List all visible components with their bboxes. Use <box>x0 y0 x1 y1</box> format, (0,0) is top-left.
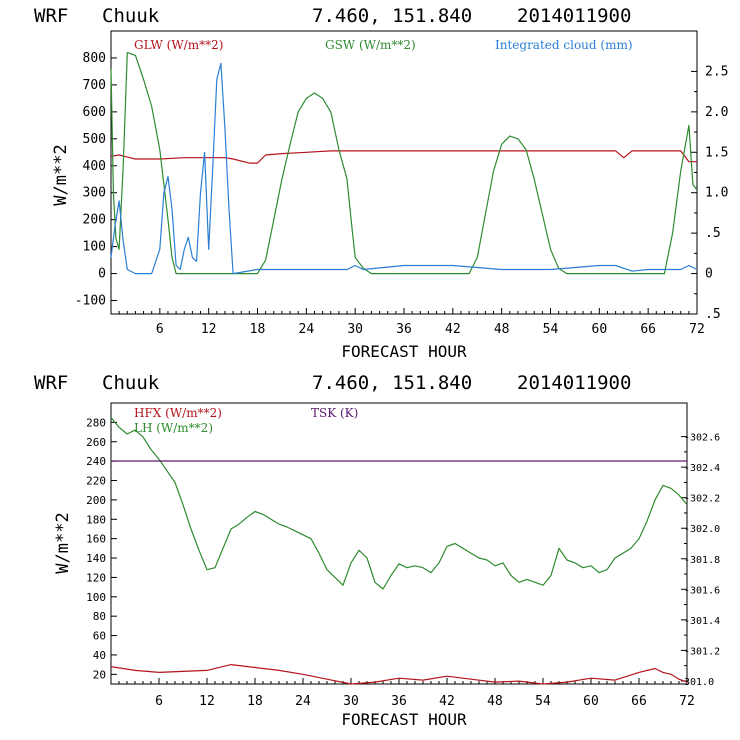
top-x-tick-label: 48 <box>494 322 510 337</box>
bottom-y-tick-label: 240 <box>86 455 106 468</box>
bottom-y-tick-label: 40 <box>93 649 106 662</box>
bottom-x-tick-label: 12 <box>199 694 215 709</box>
top-x-tick-label: 6 <box>156 322 164 337</box>
top-y2-tick-label: 2.0 <box>705 105 728 120</box>
top-panel: WRF Chuuk 7.460, 151.840 2014011900 6 12 1… <box>34 5 728 361</box>
top-y-tick-label: -100 <box>75 294 106 309</box>
top-y2-tick-label: 2.5 <box>705 64 728 79</box>
bottom-y2-tick-label: -302.4 <box>684 463 720 474</box>
top-x-tick-label: 72 <box>689 322 705 337</box>
top-x-tick-label: 42 <box>445 322 461 337</box>
bottom-series-lh-line <box>110 417 688 590</box>
top-legend-gsw: GSW (W/m**2) <box>325 38 416 52</box>
top-y2-tick-label: 0 <box>705 267 713 282</box>
top-x-tick-label: 12 <box>201 322 217 337</box>
bottom-y-tick-label: 140 <box>86 552 106 565</box>
top-y2-tick-label: 1.5 <box>705 145 728 160</box>
bottom-y-tick-label: 280 <box>86 416 106 429</box>
bottom-y-tick-label: 180 <box>86 513 106 526</box>
bottom-y-tick-label: 220 <box>86 475 106 488</box>
top-y-tick-label: 800 <box>83 51 106 66</box>
bottom-y-tick-label: 200 <box>86 494 106 507</box>
bottom-legend-lh: LH (W/m**2) <box>134 421 213 435</box>
bottom-x-tick-label: 54 <box>535 694 551 709</box>
bottom-legend-hfx: HFX (W/m**2) <box>134 406 222 420</box>
bottom-x-axis-label: FORECAST HOUR <box>341 710 467 729</box>
bottom-header-station: Chuuk <box>102 372 160 394</box>
top-y-tick-label: 100 <box>83 240 106 255</box>
bottom-x-tick-label: 66 <box>631 694 647 709</box>
bottom-y2-tick-label: -301.6 <box>684 585 720 596</box>
top-plot-area: 6 12 18 24 30 36 42 48 54 60 66 72 -100 0 100 200 300 400… <box>75 51 729 337</box>
top-y-tick-label: 0 <box>98 267 106 282</box>
bottom-x-tick-label: 18 <box>247 694 263 709</box>
top-y-tick-label: 500 <box>83 132 106 147</box>
bottom-legend-tsk: TSK (K) <box>311 406 358 420</box>
bottom-x-tick-label: 42 <box>439 694 455 709</box>
bottom-y-axis-label: W/m**2 <box>53 512 73 573</box>
top-y2-tick-label: .5 <box>705 226 721 241</box>
top-x-tick-label: 24 <box>299 322 315 337</box>
bottom-x-tick-label: 6 <box>155 694 163 709</box>
bottom-plot-area: 6 12 18 24 30 36 42 48 54 60 66 72 20 40 60 80 100 120 140… <box>86 416 720 709</box>
top-y-tick-label: 600 <box>83 105 106 120</box>
bottom-x-tick-label: 48 <box>487 694 503 709</box>
top-x-tick-label: 36 <box>396 322 412 337</box>
bottom-y-tick-label: 20 <box>93 668 106 681</box>
bottom-y2-tick-label: -302.2 <box>684 494 720 505</box>
bottom-header-coords: 7.460, 151.840 <box>312 372 472 394</box>
bottom-y2-tick-label: -301.8 <box>684 555 720 566</box>
top-y-tick-label: 700 <box>83 78 106 93</box>
bottom-x-tick-label: 24 <box>295 694 311 709</box>
top-header-model: WRF <box>34 5 68 27</box>
top-series-gsw-line <box>110 51 698 275</box>
top-x-tick-label: 54 <box>543 322 559 337</box>
bottom-y-tick-label: 160 <box>86 533 106 546</box>
top-x-axis-label: FORECAST HOUR <box>341 342 467 361</box>
bottom-header-model: WRF <box>34 372 68 394</box>
top-series-integrated-line <box>110 62 698 275</box>
top-y2-tick-label: 1.0 <box>705 186 728 201</box>
top-header-coords: 7.460, 151.840 <box>312 5 472 27</box>
top-y-axis-label: W/m**2 <box>51 144 71 205</box>
bottom-y-tick-label: 260 <box>86 436 106 449</box>
bottom-y-tick-label: 60 <box>93 630 106 643</box>
bottom-series-hfx-line <box>110 663 688 685</box>
bottom-x-tick-label: 60 <box>583 694 599 709</box>
bottom-x-tick-label: 30 <box>343 694 359 709</box>
top-legend-cloud: Integrated cloud (mm) <box>495 38 633 52</box>
top-y2-tick-label: .5 <box>705 307 721 322</box>
top-header-date: 2014011900 <box>517 5 631 27</box>
top-y-tick-label: 200 <box>83 213 106 228</box>
bottom-y2-tick-label: -301.4 <box>684 616 720 627</box>
bottom-y2-tick-label: -302.0 <box>684 524 720 535</box>
bottom-y-tick-label: 80 <box>93 610 106 623</box>
top-legend-glw: GLW (W/m**2) <box>134 38 223 52</box>
top-y-tick-label: 400 <box>83 159 106 174</box>
top-x-tick-label: 30 <box>347 322 363 337</box>
bottom-y2-tick-label: -302.6 <box>684 433 720 444</box>
top-x-tick-label: 60 <box>592 322 608 337</box>
top-header-station: Chuuk <box>102 5 160 27</box>
top-y-tick-label: 300 <box>83 186 106 201</box>
bottom-y2-tick-label: 301.0 <box>684 677 714 688</box>
bottom-panel: WRF Chuuk 7.460, 151.840 2014011900 6 12 1… <box>34 372 720 729</box>
bottom-x-tick-label: 36 <box>391 694 407 709</box>
bottom-x-tick-label: 72 <box>679 694 695 709</box>
top-x-tick-label: 18 <box>250 322 266 337</box>
bottom-header-date: 2014011900 <box>517 372 631 394</box>
bottom-y-tick-label: 100 <box>86 591 106 604</box>
top-x-tick-label: 66 <box>640 322 656 337</box>
bottom-y2-tick-label: -301.2 <box>684 646 720 657</box>
bottom-y-tick-label: 120 <box>86 571 106 584</box>
top-series-glw-line <box>110 150 697 164</box>
